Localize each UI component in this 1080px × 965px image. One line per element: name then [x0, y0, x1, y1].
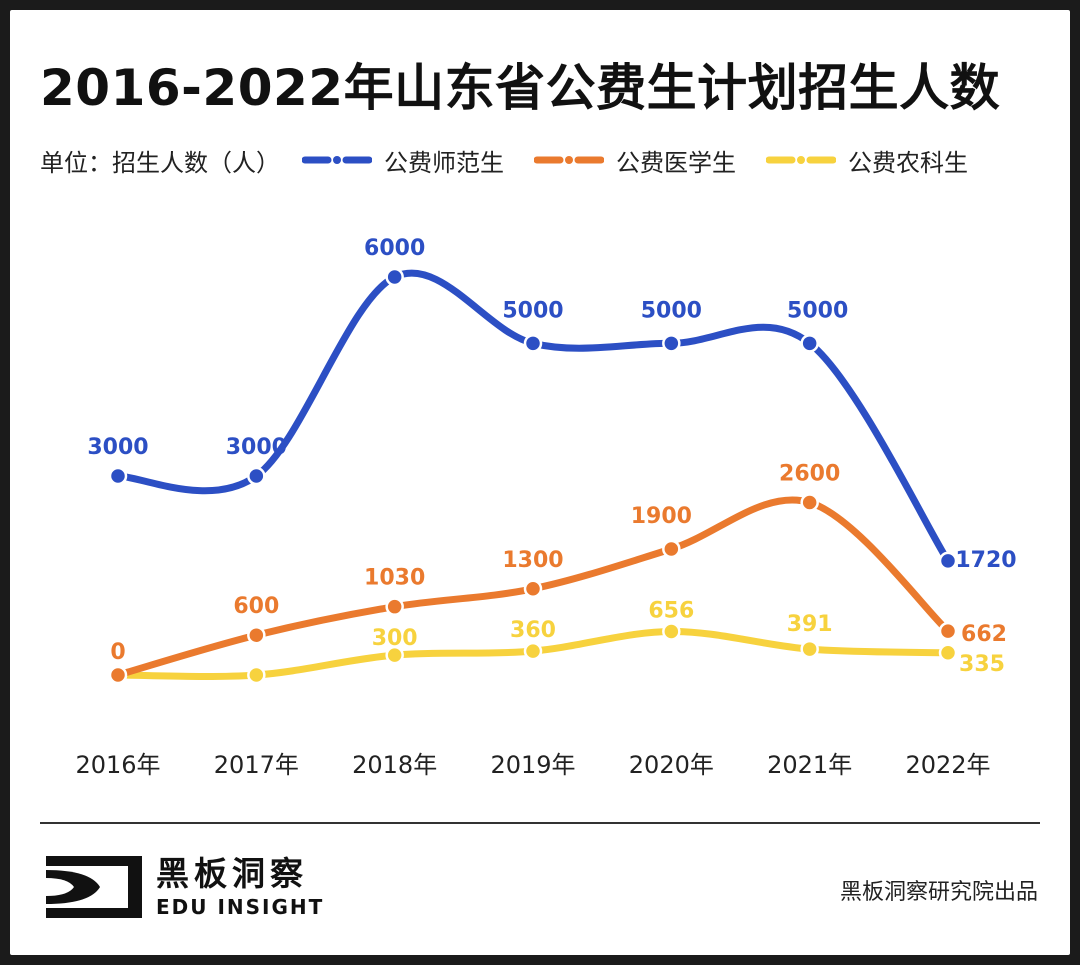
x-tick-label: 2017年: [214, 751, 299, 779]
legend-label-teacher: 公费师范生: [384, 148, 504, 177]
data-label-agri-5: 391: [787, 612, 833, 637]
data-label-teacher-1: 3000: [226, 435, 287, 460]
legend-item-medical: 公费医学生: [534, 143, 736, 178]
data-label-teacher-0: 3000: [87, 435, 148, 460]
x-tick-label: 2018年: [352, 751, 437, 779]
data-label-agri-4: 656: [648, 598, 694, 623]
x-tick-label: 2020年: [629, 751, 714, 779]
data-label-teacher-3: 5000: [502, 298, 563, 323]
data-label-agri-3: 360: [510, 618, 556, 643]
footer-divider: [40, 822, 1040, 824]
eye-logo-icon: [46, 856, 142, 918]
data-point-teacher-5: [800, 334, 819, 353]
data-point-teacher-3: [523, 334, 543, 353]
legend-item-agri: 公费农科生: [766, 143, 968, 178]
data-label-teacher-5: 5000: [787, 298, 848, 323]
data-point-agri-6: [938, 643, 958, 663]
data-label-medical-3: 1300: [502, 548, 563, 573]
x-tick-label: 2019年: [490, 751, 575, 779]
legend-swatch-agri: [766, 156, 836, 164]
brand: 黑板洞察 EDU INSIGHT: [42, 852, 324, 922]
chart-title: 2016-2022年山东省公费生计划招生人数: [40, 59, 1001, 117]
data-label-medical-2: 1030: [364, 566, 425, 591]
data-point-teacher-6: [938, 551, 958, 571]
data-point-medical-0: [108, 665, 128, 685]
data-point-teacher-0: [108, 466, 128, 486]
x-tick-label: 2021年: [767, 751, 852, 779]
brand-name-en: EDU INSIGHT: [156, 895, 325, 919]
data-label-agri-6: 335: [959, 652, 1005, 677]
data-label-teacher-6: 1720: [955, 548, 1016, 573]
data-label-medical-6: 662: [961, 622, 1007, 647]
brand-name-cn: 黑板洞察: [156, 854, 308, 893]
data-point-medical-3: [523, 579, 543, 599]
data-point-medical-1: [247, 625, 266, 645]
legend-swatch-teacher: [302, 156, 372, 164]
data-point-teacher-4: [662, 334, 681, 353]
unit-label: 单位：招生人数（人）: [40, 148, 280, 177]
legend-label-agri: 公费农科生: [848, 148, 968, 177]
x-tick-label: 2016年: [75, 751, 160, 779]
legend-swatch-medical: [534, 156, 604, 164]
data-label-teacher-2: 6000: [364, 236, 425, 261]
data-point-medical-6: [938, 621, 958, 641]
data-label-medical-1: 600: [233, 594, 279, 619]
data-point-agri-2: [385, 645, 404, 665]
data-point-medical-4: [662, 539, 681, 559]
series-medical: 0 600 1030 1300 1900 2600 662: [108, 462, 1007, 685]
legend-item-teacher: 公费师范生: [302, 143, 504, 178]
data-point-agri-1: [247, 665, 266, 685]
legend-row: 单位：招生人数（人） 公费师范生 公费医学生 公费农科生: [40, 143, 1050, 177]
data-label-medical-5: 2600: [779, 462, 840, 487]
data-point-agri-4: [662, 622, 681, 641]
data-label-medical-4: 1900: [631, 504, 692, 529]
data-label-teacher-4: 5000: [641, 298, 702, 323]
data-point-agri-3: [523, 641, 543, 661]
data-label-medical-0: 0: [110, 640, 125, 665]
data-label-agri-2: 300: [372, 626, 418, 651]
series-agri: 300 360 656 391 335: [108, 598, 1005, 685]
data-point-agri-5: [800, 639, 819, 659]
data-point-medical-5: [800, 493, 819, 512]
data-point-teacher-1: [247, 466, 266, 486]
data-point-medical-2: [385, 597, 404, 616]
legend-label-medical: 公费医学生: [616, 148, 736, 177]
credit-text: 黑板洞察研究院出品: [839, 880, 1038, 905]
chart-card: 2016-2022年山东省公费生计划招生人数 单位：招生人数（人） 公费师范生 …: [10, 10, 1070, 955]
series-teacher: 3000 3000 6000 5000 5000 5000 1720: [87, 236, 1016, 573]
line-chart: 300 3606563913350600103013001900260066230…: [75, 236, 1016, 779]
data-point-teacher-2: [385, 267, 404, 287]
x-tick-label: 2022年: [905, 751, 990, 779]
